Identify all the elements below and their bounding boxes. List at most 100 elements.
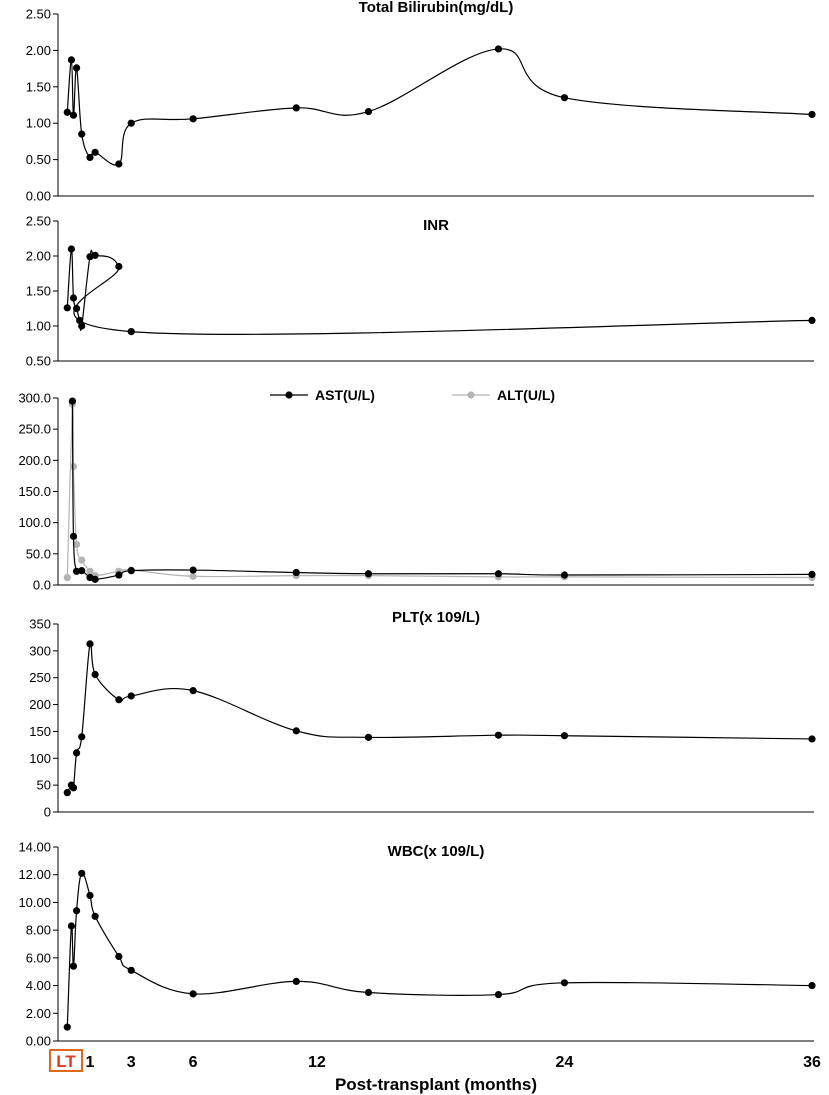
y-tick-label: 4.00	[26, 978, 51, 993]
y-tick-label: 1.00	[26, 116, 51, 131]
y-tick-label: 300	[29, 643, 51, 658]
y-tick-label: 12.00	[18, 867, 51, 882]
series-ast-u-l-	[68, 397, 816, 583]
panel-5: 0.00 2.00 4.00 6.00 8.00 10.00 12.00 14.00 WBC(x…	[18, 840, 816, 1049]
data-point	[115, 571, 123, 579]
data-point	[364, 988, 373, 997]
data-point	[494, 990, 503, 999]
data-point	[91, 575, 99, 583]
data-point	[72, 64, 81, 72]
y-tick-label: 1.50	[26, 284, 51, 299]
data-point	[292, 727, 300, 735]
data-point	[364, 107, 373, 116]
y-tick-label: 2.50	[26, 214, 51, 229]
data-point	[67, 922, 76, 930]
series-1	[63, 640, 816, 797]
data-point	[808, 981, 816, 990]
data-point	[808, 735, 816, 743]
x-tick-label: 36	[803, 1054, 821, 1071]
x-tick-label: 6	[189, 1054, 198, 1071]
data-point	[67, 56, 76, 64]
series-line	[66, 399, 813, 579]
series-line	[66, 48, 813, 166]
data-point	[72, 907, 81, 915]
y-tick-label: 200.0	[18, 453, 51, 468]
panel-title: INR	[423, 217, 449, 234]
data-point	[69, 532, 78, 540]
data-point	[560, 979, 569, 987]
panel-title: PLT(x 109/L)	[392, 609, 480, 626]
y-tick-label: 10.00	[18, 895, 51, 910]
data-point	[76, 316, 84, 324]
data-point	[63, 108, 71, 116]
data-point	[189, 687, 197, 695]
series-1	[63, 45, 816, 168]
data-point	[494, 731, 503, 739]
data-point	[78, 322, 86, 330]
data-point	[67, 245, 76, 253]
data-point	[63, 789, 71, 797]
y-tick-label: 0.0	[33, 578, 51, 593]
data-point	[78, 869, 86, 877]
y-tick-label: 50.0	[26, 546, 51, 561]
data-point	[86, 153, 94, 162]
chart-panels: 0.000.501.001.502.002.50 Total Bilirubin(…	[18, 0, 816, 1049]
data-point	[115, 952, 123, 961]
data-point	[72, 304, 81, 313]
x-tick-label: 24	[556, 1054, 574, 1071]
data-point	[63, 1023, 71, 1031]
data-point	[91, 670, 99, 679]
y-tick-label: 14.00	[18, 840, 51, 855]
data-point	[189, 566, 197, 574]
data-point	[808, 110, 816, 119]
y-tick-label: 350	[29, 617, 51, 632]
data-point	[127, 567, 135, 575]
data-point	[78, 130, 86, 138]
data-point	[86, 640, 94, 648]
x-tick-labels: 1 3 6 12 24 36	[86, 1054, 821, 1071]
data-point	[86, 891, 94, 900]
shared-x-axis: LT 1 3 6 12 24 36 Post-transplant (months)	[49, 1049, 821, 1094]
panel-title: WBC(x 109/L)	[388, 843, 485, 860]
data-point	[69, 462, 78, 471]
data-point	[189, 115, 197, 123]
series-1	[63, 869, 816, 1031]
series-line	[66, 872, 813, 1028]
data-point	[78, 556, 86, 564]
series-line	[66, 640, 813, 793]
panel-title: Total Bilirubin(mg/dL)	[359, 0, 514, 16]
data-point	[292, 977, 300, 986]
series-alt-u-l-	[63, 399, 816, 582]
y-tick-label: 8.00	[26, 923, 51, 938]
data-point	[292, 104, 300, 112]
data-point	[189, 990, 197, 998]
y-tick-label: 0.00	[26, 1034, 51, 1049]
y-tick-label: 2.50	[26, 7, 51, 22]
data-point	[115, 696, 123, 704]
data-point	[72, 749, 81, 757]
data-point	[63, 304, 71, 312]
y-tick-label: 0.00	[26, 189, 51, 204]
data-point	[189, 572, 197, 580]
data-point	[127, 692, 135, 700]
data-point	[78, 733, 86, 741]
data-point	[69, 111, 78, 119]
panel-3: 0.0 50.0 100.0 150.0 200.0 250.0 300.0 AST(U/L)…	[18, 387, 816, 593]
data-point	[292, 568, 300, 577]
data-point	[91, 148, 99, 156]
data-point	[808, 316, 816, 324]
data-point	[127, 328, 135, 336]
lt-label: LT	[56, 1052, 76, 1071]
x-tick-label: 1	[86, 1054, 95, 1071]
data-point	[91, 251, 99, 259]
data-point	[494, 45, 503, 53]
data-point	[560, 94, 569, 102]
data-point	[86, 567, 94, 575]
data-point	[115, 160, 123, 168]
data-point	[560, 571, 569, 579]
x-tick-label: 12	[308, 1054, 326, 1071]
data-point	[560, 732, 569, 740]
lt-box	[49, 1049, 83, 1072]
data-point	[808, 570, 816, 579]
y-tick-label: 250	[29, 670, 51, 685]
